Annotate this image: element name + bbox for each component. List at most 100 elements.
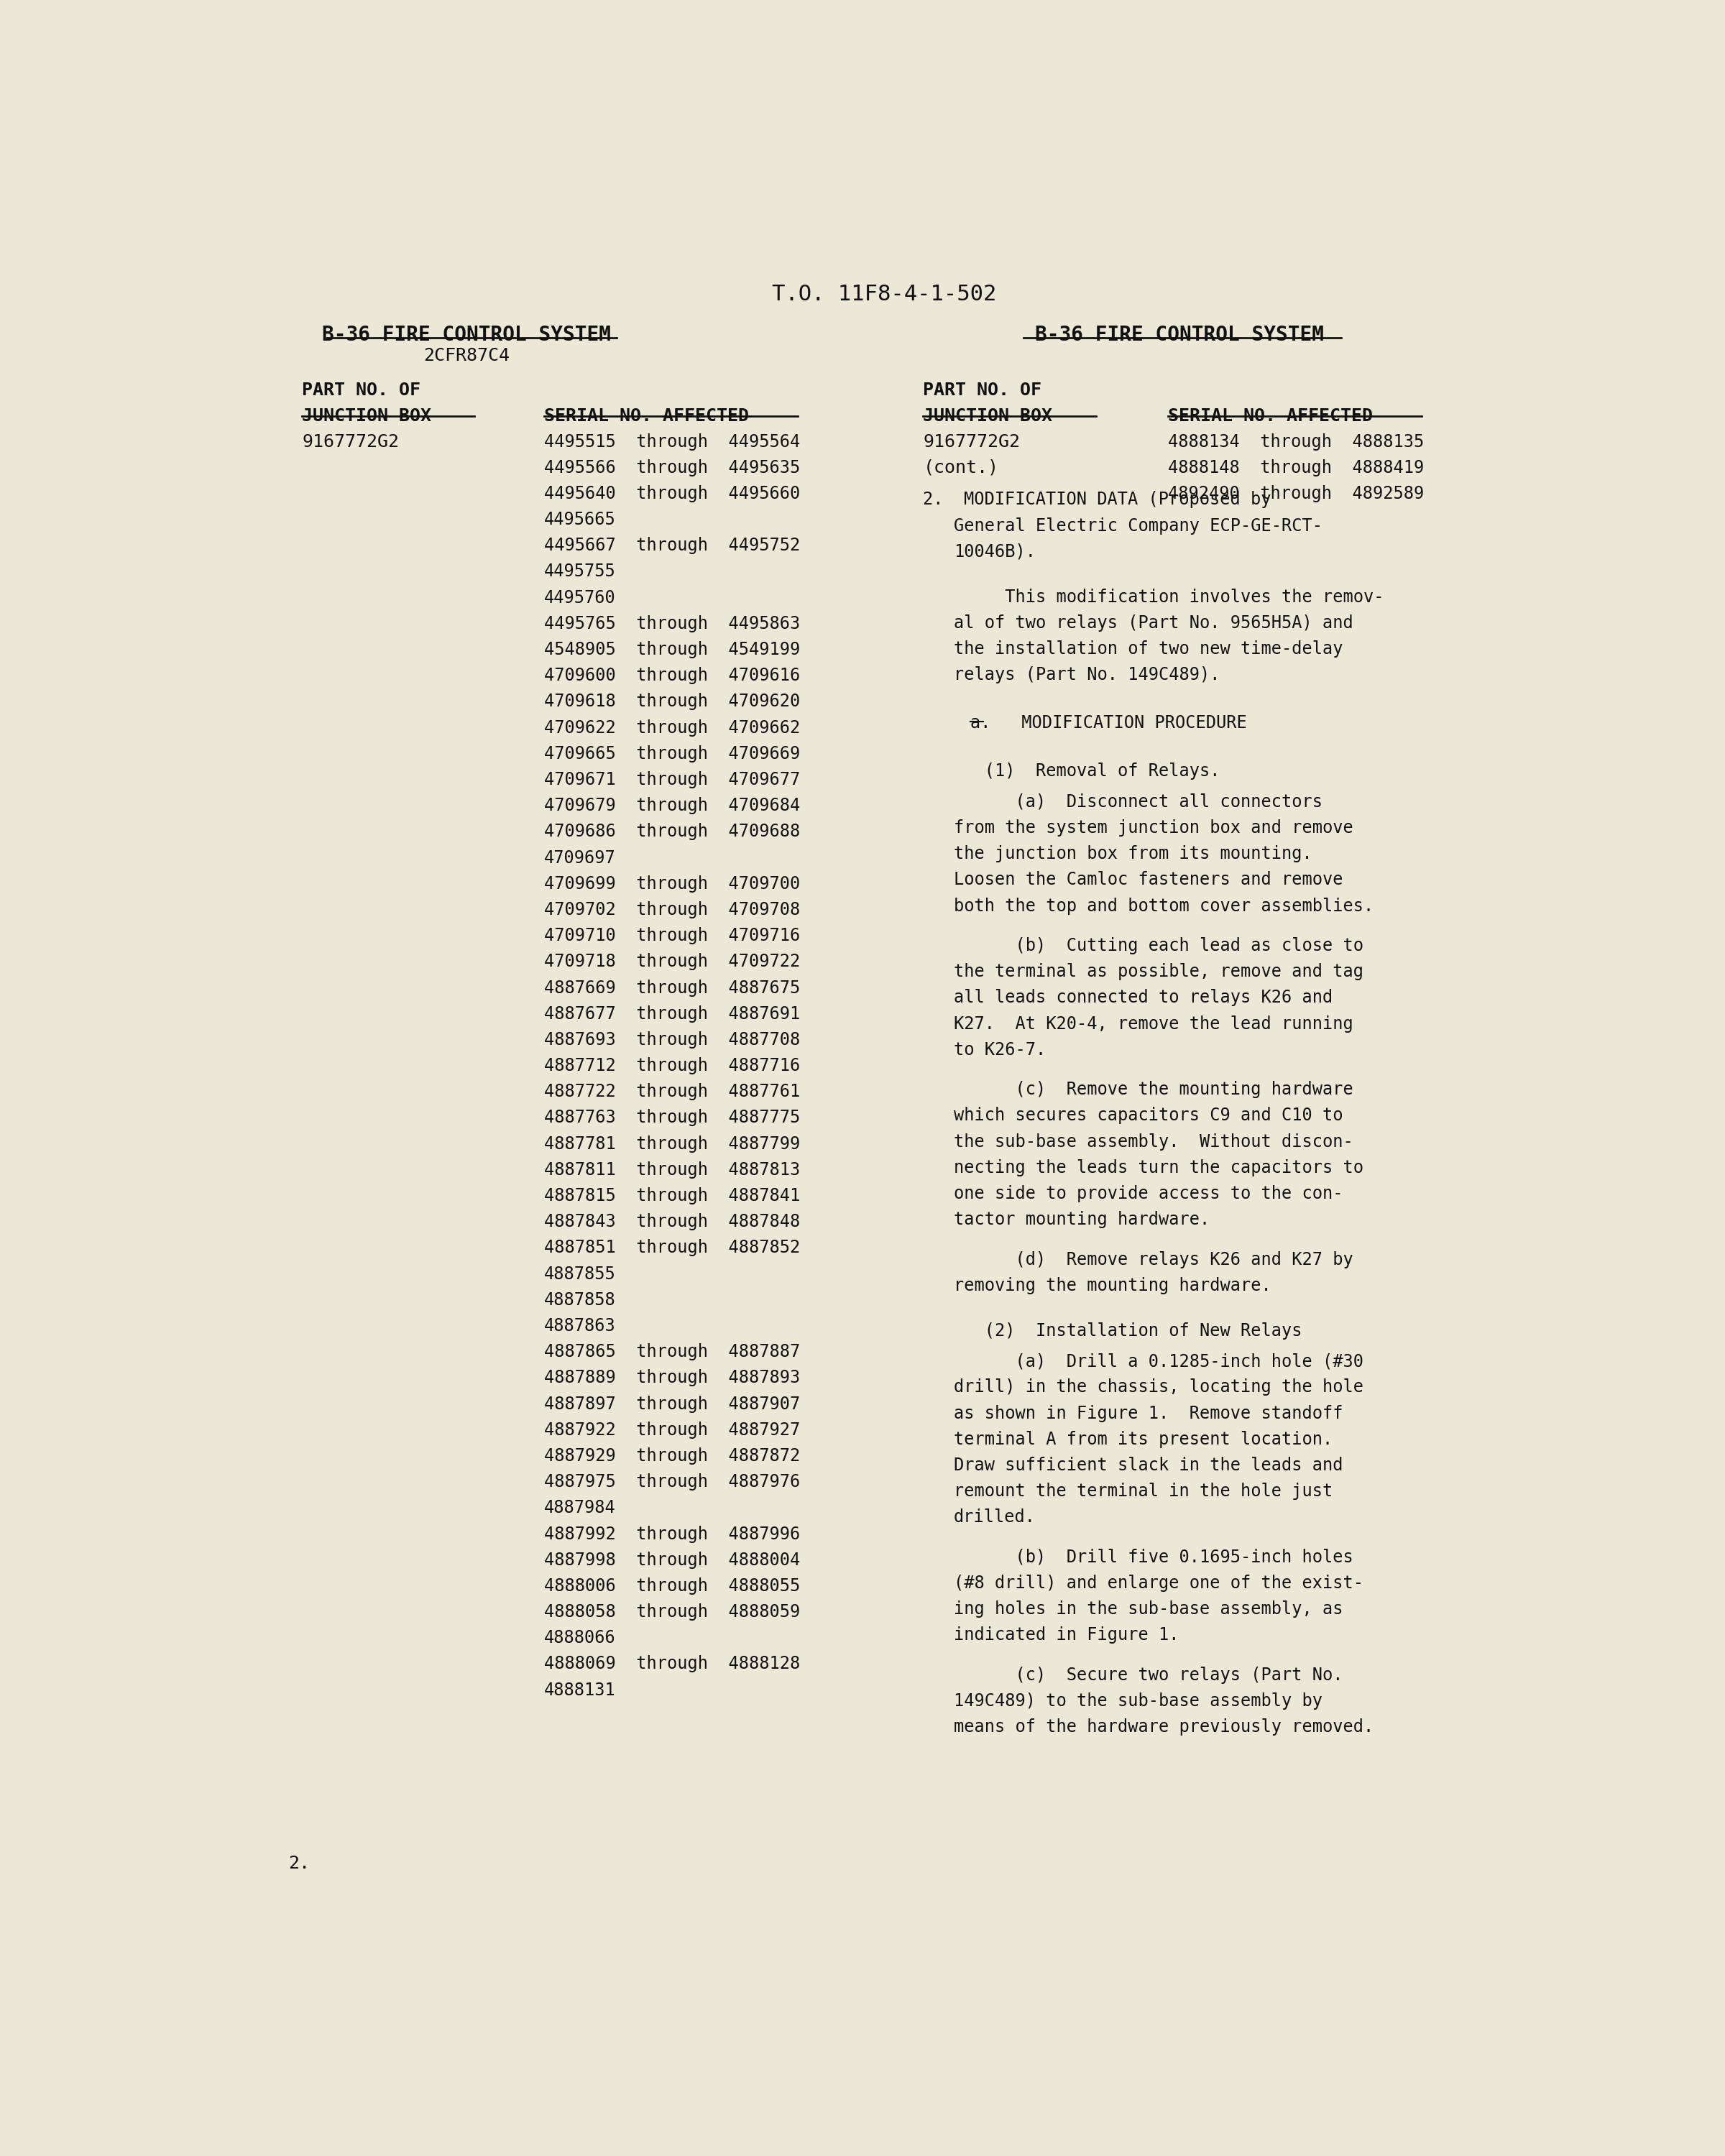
Text: 10046B).: 10046B).: [954, 543, 1035, 561]
Text: a.   MODIFICATION PROCEDURE: a. MODIFICATION PROCEDURE: [971, 714, 1247, 731]
Text: both the top and bottom cover assemblies.: both the top and bottom cover assemblies…: [954, 897, 1373, 914]
Text: PART NO. OF: PART NO. OF: [923, 382, 1042, 399]
Text: This modification involves the remov-: This modification involves the remov-: [954, 589, 1383, 606]
Text: 4709697: 4709697: [545, 849, 616, 867]
Text: the installation of two new time-delay: the installation of two new time-delay: [954, 640, 1342, 658]
Text: relays (Part No. 149C489).: relays (Part No. 149C489).: [954, 666, 1220, 683]
Text: 2.: 2.: [288, 1854, 309, 1871]
Text: SERIAL NO. AFFECTED: SERIAL NO. AFFECTED: [1168, 407, 1373, 425]
Text: ing holes in the sub-base assembly, as: ing holes in the sub-base assembly, as: [954, 1600, 1342, 1617]
Text: (b)  Drill five 0.1695-inch holes: (b) Drill five 0.1695-inch holes: [954, 1548, 1352, 1565]
Text: 4709618  through  4709620: 4709618 through 4709620: [545, 692, 800, 709]
Text: indicated in Figure 1.: indicated in Figure 1.: [954, 1626, 1178, 1643]
Text: drilled.: drilled.: [954, 1509, 1035, 1526]
Text: 4887863: 4887863: [545, 1317, 616, 1335]
Text: 4709718  through  4709722: 4709718 through 4709722: [545, 953, 800, 970]
Text: B-36 FIRE CONTROL SYSTEM: B-36 FIRE CONTROL SYSTEM: [1035, 326, 1323, 345]
Text: 4887815  through  4887841: 4887815 through 4887841: [545, 1188, 800, 1205]
Text: PART NO. OF: PART NO. OF: [302, 382, 421, 399]
Text: 4887984: 4887984: [545, 1498, 616, 1516]
Text: 4892490  through  4892589: 4892490 through 4892589: [1168, 485, 1425, 502]
Text: 4495566  through  4495635: 4495566 through 4495635: [545, 459, 800, 476]
Text: 4709699  through  4709700: 4709699 through 4709700: [545, 875, 800, 893]
Text: 4548905  through  4549199: 4548905 through 4549199: [545, 640, 800, 658]
Text: 4495760: 4495760: [545, 589, 616, 606]
Text: 4888131: 4888131: [545, 1682, 616, 1699]
Text: necting the leads turn the capacitors to: necting the leads turn the capacitors to: [954, 1160, 1363, 1177]
Text: 4495640  through  4495660: 4495640 through 4495660: [545, 485, 800, 502]
Text: 4709679  through  4709684: 4709679 through 4709684: [545, 798, 800, 815]
Text: one side to provide access to the con-: one side to provide access to the con-: [954, 1186, 1342, 1203]
Text: General Electric Company ECP-GE-RCT-: General Electric Company ECP-GE-RCT-: [954, 517, 1323, 535]
Text: 4888069  through  4888128: 4888069 through 4888128: [545, 1656, 800, 1673]
Text: 4495667  through  4495752: 4495667 through 4495752: [545, 537, 800, 554]
Text: 4887922  through  4887927: 4887922 through 4887927: [545, 1421, 800, 1438]
Text: 4887975  through  4887976: 4887975 through 4887976: [545, 1473, 800, 1490]
Text: 4887781  through  4887799: 4887781 through 4887799: [545, 1136, 800, 1153]
Text: Loosen the Camloc fasteners and remove: Loosen the Camloc fasteners and remove: [954, 871, 1342, 888]
Text: 2CFR87C4: 2CFR87C4: [423, 347, 509, 364]
Text: 4709622  through  4709662: 4709622 through 4709662: [545, 720, 800, 737]
Text: (a)  Drill a 0.1285-inch hole (#30: (a) Drill a 0.1285-inch hole (#30: [954, 1352, 1363, 1369]
Text: B-36 FIRE CONTROL SYSTEM: B-36 FIRE CONTROL SYSTEM: [323, 326, 611, 345]
Text: terminal A from its present location.: terminal A from its present location.: [954, 1432, 1333, 1449]
Text: 4888134  through  4888135: 4888134 through 4888135: [1168, 433, 1425, 451]
Text: 4887851  through  4887852: 4887851 through 4887852: [545, 1240, 800, 1257]
Text: 4888058  through  4888059: 4888058 through 4888059: [545, 1604, 800, 1621]
Text: (#8 drill) and enlarge one of the exist-: (#8 drill) and enlarge one of the exist-: [954, 1574, 1363, 1591]
Text: 2.  MODIFICATION DATA (Proposed by: 2. MODIFICATION DATA (Proposed by: [923, 492, 1271, 509]
Text: 4887858: 4887858: [545, 1291, 616, 1309]
Text: 4887693  through  4887708: 4887693 through 4887708: [545, 1031, 800, 1048]
Text: 4887677  through  4887691: 4887677 through 4887691: [545, 1005, 800, 1022]
Text: drill) in the chassis, locating the hole: drill) in the chassis, locating the hole: [954, 1378, 1363, 1395]
Text: 9167772G2: 9167772G2: [923, 433, 1019, 451]
Text: 4887889  through  4887893: 4887889 through 4887893: [545, 1369, 800, 1386]
Text: (a)  Disconnect all connectors: (a) Disconnect all connectors: [954, 793, 1323, 811]
Text: K27.  At K20-4, remove the lead running: K27. At K20-4, remove the lead running: [954, 1015, 1352, 1033]
Text: as shown in Figure 1.  Remove standoff: as shown in Figure 1. Remove standoff: [954, 1406, 1342, 1423]
Text: 4887998  through  4888004: 4887998 through 4888004: [545, 1552, 800, 1570]
Text: 4709702  through  4709708: 4709702 through 4709708: [545, 901, 800, 918]
Text: SERIAL NO. AFFECTED: SERIAL NO. AFFECTED: [545, 407, 749, 425]
Text: to K26-7.: to K26-7.: [954, 1041, 1045, 1059]
Text: 4709665  through  4709669: 4709665 through 4709669: [545, 746, 800, 763]
Text: 4887843  through  4887848: 4887843 through 4887848: [545, 1214, 800, 1231]
Text: (1)  Removal of Relays.: (1) Removal of Relays.: [954, 763, 1220, 780]
Text: 4709671  through  4709677: 4709671 through 4709677: [545, 772, 800, 789]
Text: 4887897  through  4887907: 4887897 through 4887907: [545, 1395, 800, 1412]
Text: which secures capacitors C9 and C10 to: which secures capacitors C9 and C10 to: [954, 1106, 1342, 1123]
Text: (c)  Secure two relays (Part No.: (c) Secure two relays (Part No.: [954, 1667, 1342, 1684]
Text: (b)  Cutting each lead as close to: (b) Cutting each lead as close to: [954, 938, 1363, 955]
Text: 4888006  through  4888055: 4888006 through 4888055: [545, 1578, 800, 1595]
Text: means of the hardware previously removed.: means of the hardware previously removed…: [954, 1718, 1373, 1736]
Text: Draw sufficient slack in the leads and: Draw sufficient slack in the leads and: [954, 1457, 1342, 1475]
Text: (2)  Installation of New Relays: (2) Installation of New Relays: [954, 1322, 1302, 1339]
Text: 4887669  through  4887675: 4887669 through 4887675: [545, 979, 800, 996]
Text: 4709710  through  4709716: 4709710 through 4709716: [545, 927, 800, 944]
Text: 9167772G2: 9167772G2: [302, 433, 398, 451]
Text: 4887992  through  4887996: 4887992 through 4887996: [545, 1526, 800, 1544]
Text: JUNCTION BOX: JUNCTION BOX: [302, 407, 431, 425]
Text: 4709600  through  4709616: 4709600 through 4709616: [545, 666, 800, 683]
Text: 4888148  through  4888419: 4888148 through 4888419: [1168, 459, 1425, 476]
Text: 4709686  through  4709688: 4709686 through 4709688: [545, 824, 800, 841]
Text: 4495515  through  4495564: 4495515 through 4495564: [545, 433, 800, 451]
Text: 4495765  through  4495863: 4495765 through 4495863: [545, 614, 800, 632]
Text: al of two relays (Part No. 9565H5A) and: al of two relays (Part No. 9565H5A) and: [954, 614, 1352, 632]
Text: (c)  Remove the mounting hardware: (c) Remove the mounting hardware: [954, 1080, 1352, 1097]
Text: T.O. 11F8-4-1-502: T.O. 11F8-4-1-502: [771, 285, 997, 304]
Text: 4887763  through  4887775: 4887763 through 4887775: [545, 1108, 800, 1125]
Text: all leads connected to relays K26 and: all leads connected to relays K26 and: [954, 990, 1333, 1007]
Text: remount the terminal in the hole just: remount the terminal in the hole just: [954, 1483, 1333, 1501]
Text: 4495755: 4495755: [545, 563, 616, 580]
Text: 4887712  through  4887716: 4887712 through 4887716: [545, 1056, 800, 1074]
Text: 4887811  through  4887813: 4887811 through 4887813: [545, 1162, 800, 1179]
Text: 4887722  through  4887761: 4887722 through 4887761: [545, 1082, 800, 1100]
Text: the junction box from its mounting.: the junction box from its mounting.: [954, 845, 1313, 862]
Text: 149C489) to the sub-base assembly by: 149C489) to the sub-base assembly by: [954, 1692, 1323, 1710]
Text: 4887855: 4887855: [545, 1266, 616, 1283]
Text: (cont.): (cont.): [923, 459, 999, 476]
Text: removing the mounting hardware.: removing the mounting hardware.: [954, 1276, 1271, 1294]
Text: 4888066: 4888066: [545, 1630, 616, 1647]
Text: the sub-base assembly.  Without discon-: the sub-base assembly. Without discon-: [954, 1134, 1352, 1151]
